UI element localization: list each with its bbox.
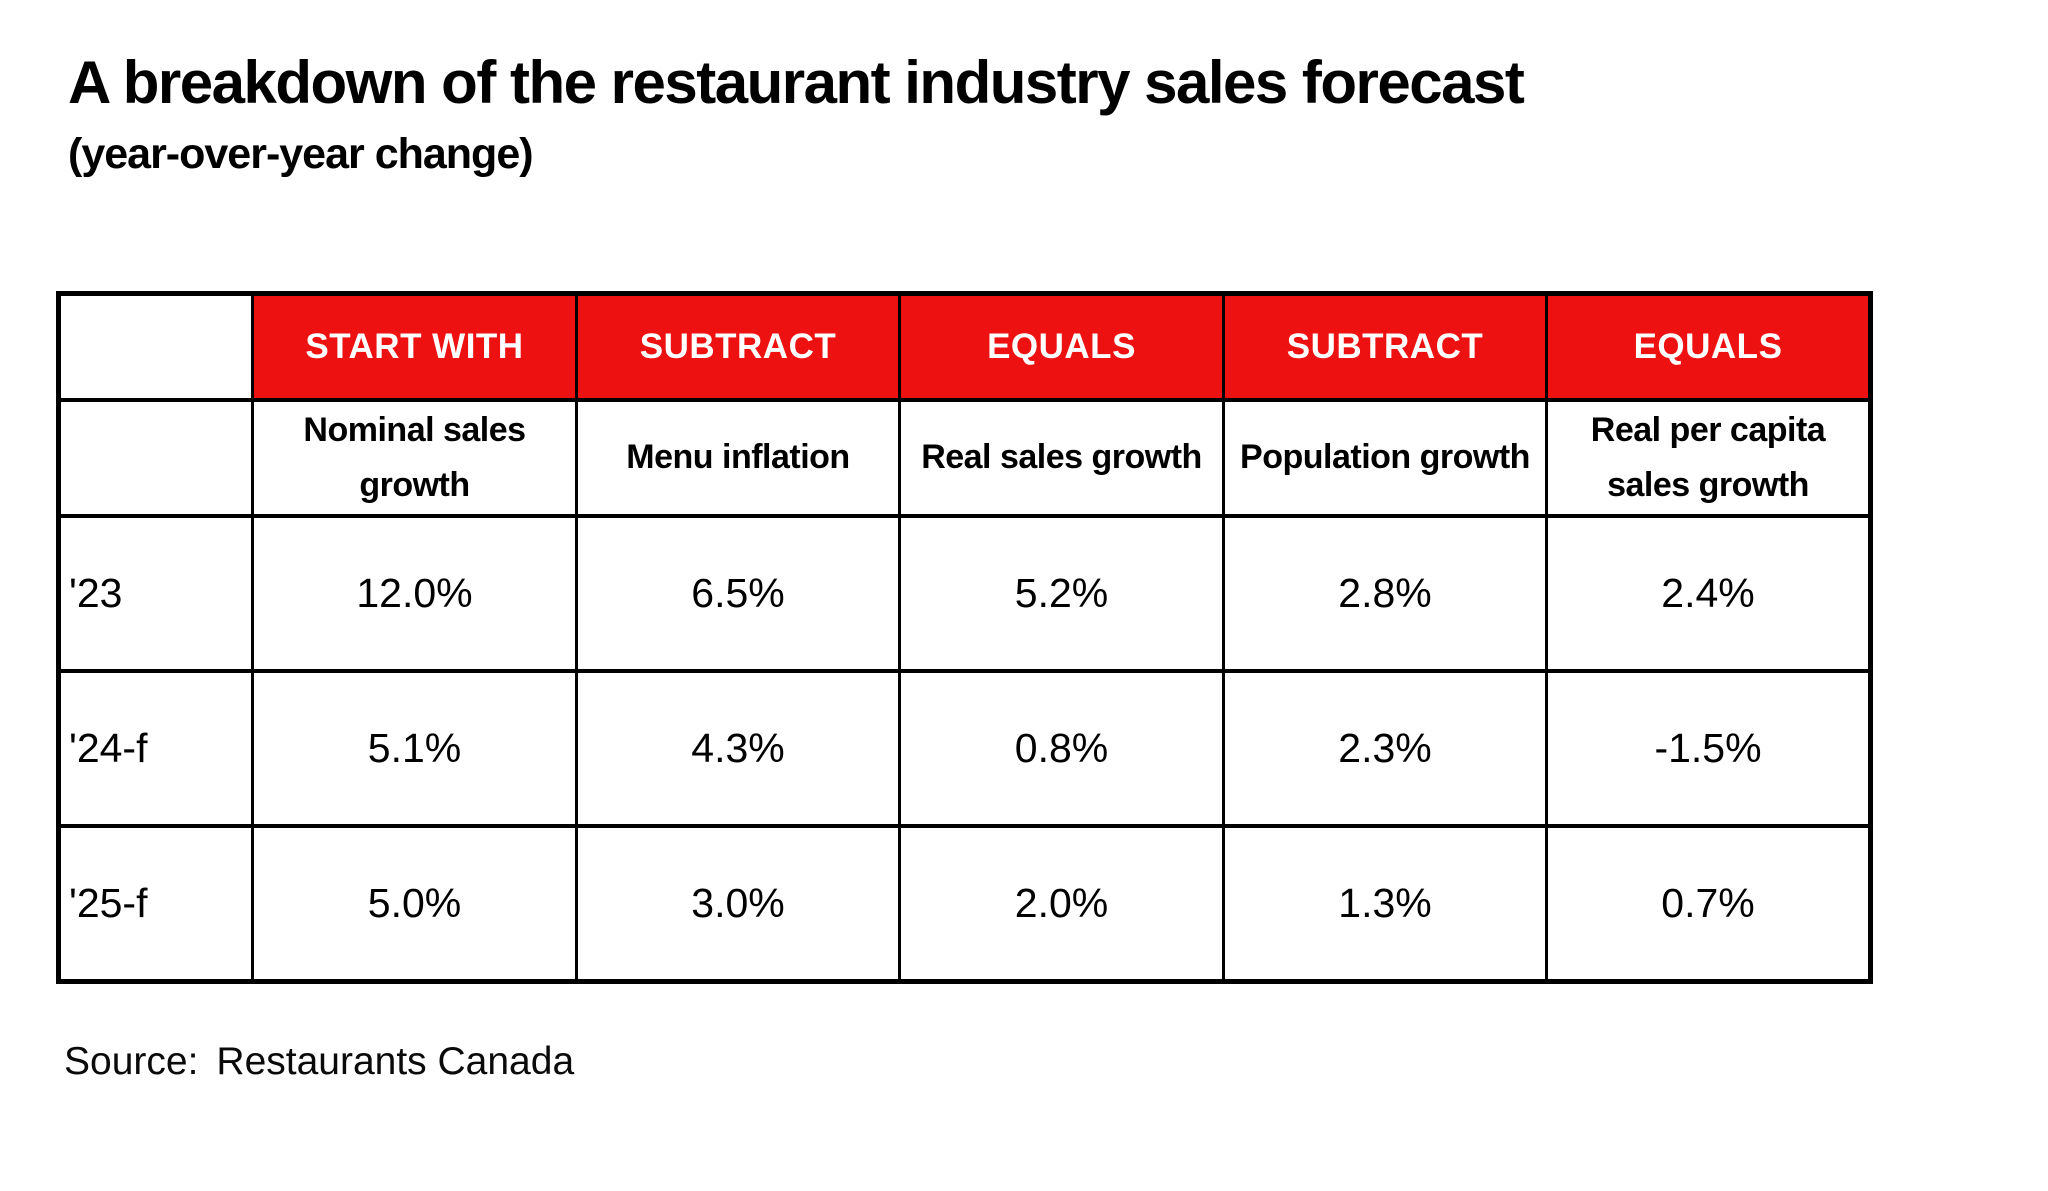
- source-line: Source: Restaurants Canada: [64, 1040, 574, 1084]
- corner-cell: [57, 291, 254, 402]
- column-header-nominal-sales-growth: Nominal sales growth: [251, 398, 578, 518]
- value-cell: 12.0%: [251, 514, 578, 673]
- value-cell: 3.0%: [575, 824, 901, 984]
- row-label: '24-f: [57, 669, 254, 828]
- page-subtitle: (year-over-year change): [68, 130, 534, 178]
- value-cell: 2.0%: [898, 824, 1225, 984]
- value-cell: 0.8%: [898, 669, 1225, 828]
- column-header-real-per-capita-sales-growth: Real per capita sales growth: [1545, 398, 1872, 518]
- column-header-row: Nominal sales growth Menu inflation Real…: [57, 398, 1872, 518]
- value-cell: 2.3%: [1222, 669, 1548, 828]
- column-header-real-sales-growth: Real sales growth: [898, 398, 1225, 518]
- value-cell: 1.3%: [1222, 824, 1548, 984]
- row-label: '23: [57, 514, 254, 673]
- band-header-equals-1: EQUALS: [898, 291, 1225, 402]
- page-title: A breakdown of the restaurant industry s…: [68, 49, 1525, 116]
- band-header-subtract-1: SUBTRACT: [575, 291, 901, 402]
- value-cell: 2.8%: [1222, 514, 1548, 673]
- band-header-start-with: START WITH: [251, 291, 578, 402]
- corner-cell: [57, 398, 254, 518]
- value-cell: 5.2%: [898, 514, 1225, 673]
- band-header-subtract-2: SUBTRACT: [1222, 291, 1548, 402]
- band-header-row: START WITH SUBTRACT EQUALS SUBTRACT EQUA…: [57, 291, 1872, 402]
- value-cell: 5.1%: [251, 669, 578, 828]
- value-cell: 5.0%: [251, 824, 578, 984]
- table-row-24f: '24-f 5.1% 4.3% 0.8% 2.3% -1.5%: [57, 669, 1872, 828]
- value-cell: -1.5%: [1545, 669, 1872, 828]
- column-header-menu-inflation: Menu inflation: [575, 398, 901, 518]
- table-row-25f: '25-f 5.0% 3.0% 2.0% 1.3% 0.7%: [57, 824, 1872, 984]
- value-cell: 2.4%: [1545, 514, 1872, 673]
- source-value: Restaurants Canada: [216, 1040, 575, 1083]
- source-label: Source:: [64, 1040, 199, 1083]
- band-header-equals-2: EQUALS: [1545, 291, 1872, 402]
- forecast-table: START WITH SUBTRACT EQUALS SUBTRACT EQUA…: [56, 291, 1873, 984]
- value-cell: 0.7%: [1545, 824, 1872, 984]
- table-row-23: '23 12.0% 6.5% 5.2% 2.8% 2.4%: [57, 514, 1872, 673]
- row-label: '25-f: [57, 824, 254, 984]
- value-cell: 6.5%: [575, 514, 901, 673]
- column-header-population-growth: Population growth: [1222, 398, 1548, 518]
- value-cell: 4.3%: [575, 669, 901, 828]
